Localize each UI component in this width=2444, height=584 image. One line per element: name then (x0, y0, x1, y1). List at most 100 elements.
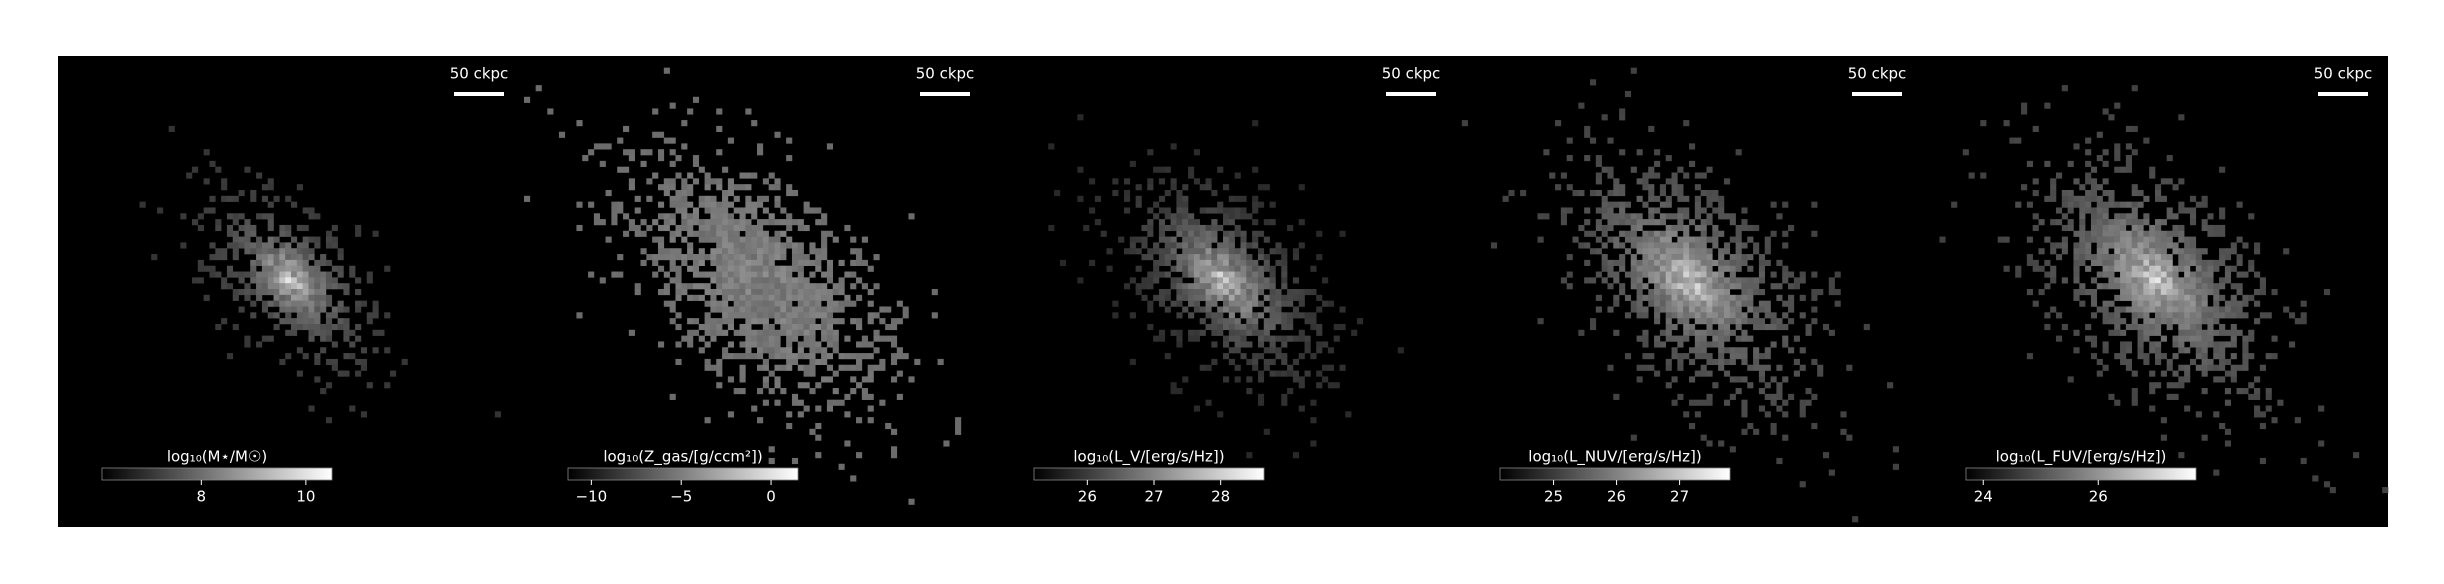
pixel (2189, 300, 2197, 307)
pixel (826, 143, 834, 150)
pixel (2102, 207, 2109, 214)
pixel (1257, 341, 1265, 348)
pixel (2160, 294, 2167, 301)
pixel (809, 388, 816, 395)
pixel (739, 277, 746, 284)
pixel (1741, 254, 1748, 261)
pixel (1106, 248, 1113, 255)
pixel (1811, 271, 1818, 278)
pixel (2131, 312, 2138, 319)
pixel (681, 184, 688, 191)
pixel (1689, 259, 1696, 266)
pixel (291, 248, 298, 255)
pixel (2149, 254, 2156, 261)
pixel (2120, 271, 2127, 278)
pixel (2248, 329, 2255, 336)
pixel (1706, 254, 1713, 261)
colorbar (567, 467, 799, 481)
pixel (1298, 300, 1305, 307)
pixel (733, 265, 740, 272)
pixel (1782, 230, 1789, 237)
pixel (780, 306, 787, 313)
pixel (774, 341, 781, 348)
pixel (850, 475, 857, 482)
pixel (774, 376, 781, 383)
pixel (722, 329, 729, 336)
pixel (2102, 213, 2109, 220)
pixel (2172, 318, 2179, 325)
pixel (1135, 283, 1142, 290)
pixel (267, 300, 274, 307)
pixel (838, 259, 845, 266)
pixel (1665, 254, 1672, 261)
pixel (2149, 294, 2156, 301)
pixel (826, 289, 834, 296)
pixel (1234, 172, 1241, 179)
pixel (628, 155, 635, 162)
pixel (1776, 283, 1783, 290)
pixel (2195, 306, 2202, 313)
pixel (1158, 195, 1166, 202)
pixel (1188, 294, 1195, 301)
pixel (1205, 224, 1212, 232)
pixel (244, 230, 251, 237)
pixel (238, 289, 245, 296)
pixel (2032, 125, 2039, 133)
pixel (2032, 178, 2039, 185)
pixel (1700, 242, 1707, 249)
pixel (1654, 160, 1661, 167)
pixel (762, 312, 769, 319)
pixel (1199, 271, 1206, 278)
pixel (2120, 289, 2127, 296)
pixel (2067, 376, 2074, 383)
pixel (2224, 370, 2232, 377)
pixel (751, 265, 758, 272)
pixel (1141, 254, 1148, 261)
pixel (1252, 364, 1259, 371)
pixel (675, 172, 682, 179)
pixel (1712, 236, 1719, 243)
pixel (791, 306, 799, 313)
pixel (768, 294, 775, 301)
pixel (815, 347, 822, 354)
pixel (1176, 312, 1183, 319)
pixel (1228, 236, 1235, 243)
pixel (2201, 201, 2208, 208)
pixel (2149, 242, 2156, 249)
pixel (757, 143, 764, 150)
pixel (1683, 312, 1690, 319)
pixel (1811, 358, 1818, 366)
pixel (582, 155, 589, 162)
pixel (1211, 300, 1218, 307)
pixel (2090, 213, 2098, 220)
pixel (1182, 248, 1189, 255)
pixel (1689, 265, 1696, 272)
pixel (1164, 289, 1171, 296)
pixel (727, 137, 734, 144)
pixel (355, 277, 362, 284)
pixel (1764, 323, 1771, 331)
pixel (1741, 242, 1748, 249)
pixel (1712, 224, 1719, 232)
pixel (2160, 353, 2167, 360)
pixel (1648, 277, 1655, 284)
pixel (2143, 230, 2150, 237)
pixel (1234, 300, 1241, 307)
pixel (861, 236, 868, 243)
pixel (652, 236, 659, 243)
pixel (663, 271, 670, 278)
pixel (1310, 289, 1317, 296)
pixel (390, 370, 397, 377)
pixel (1182, 265, 1189, 272)
pixel (1694, 184, 1701, 191)
pixel (1677, 184, 1684, 191)
pixel (762, 300, 769, 307)
pixel (256, 289, 263, 296)
pixel (739, 172, 746, 179)
pixel (1188, 259, 1195, 266)
pixel (296, 294, 303, 301)
pixel (1199, 329, 1206, 336)
pixel (2032, 189, 2039, 197)
pixel (285, 312, 292, 319)
pixel (821, 242, 828, 249)
